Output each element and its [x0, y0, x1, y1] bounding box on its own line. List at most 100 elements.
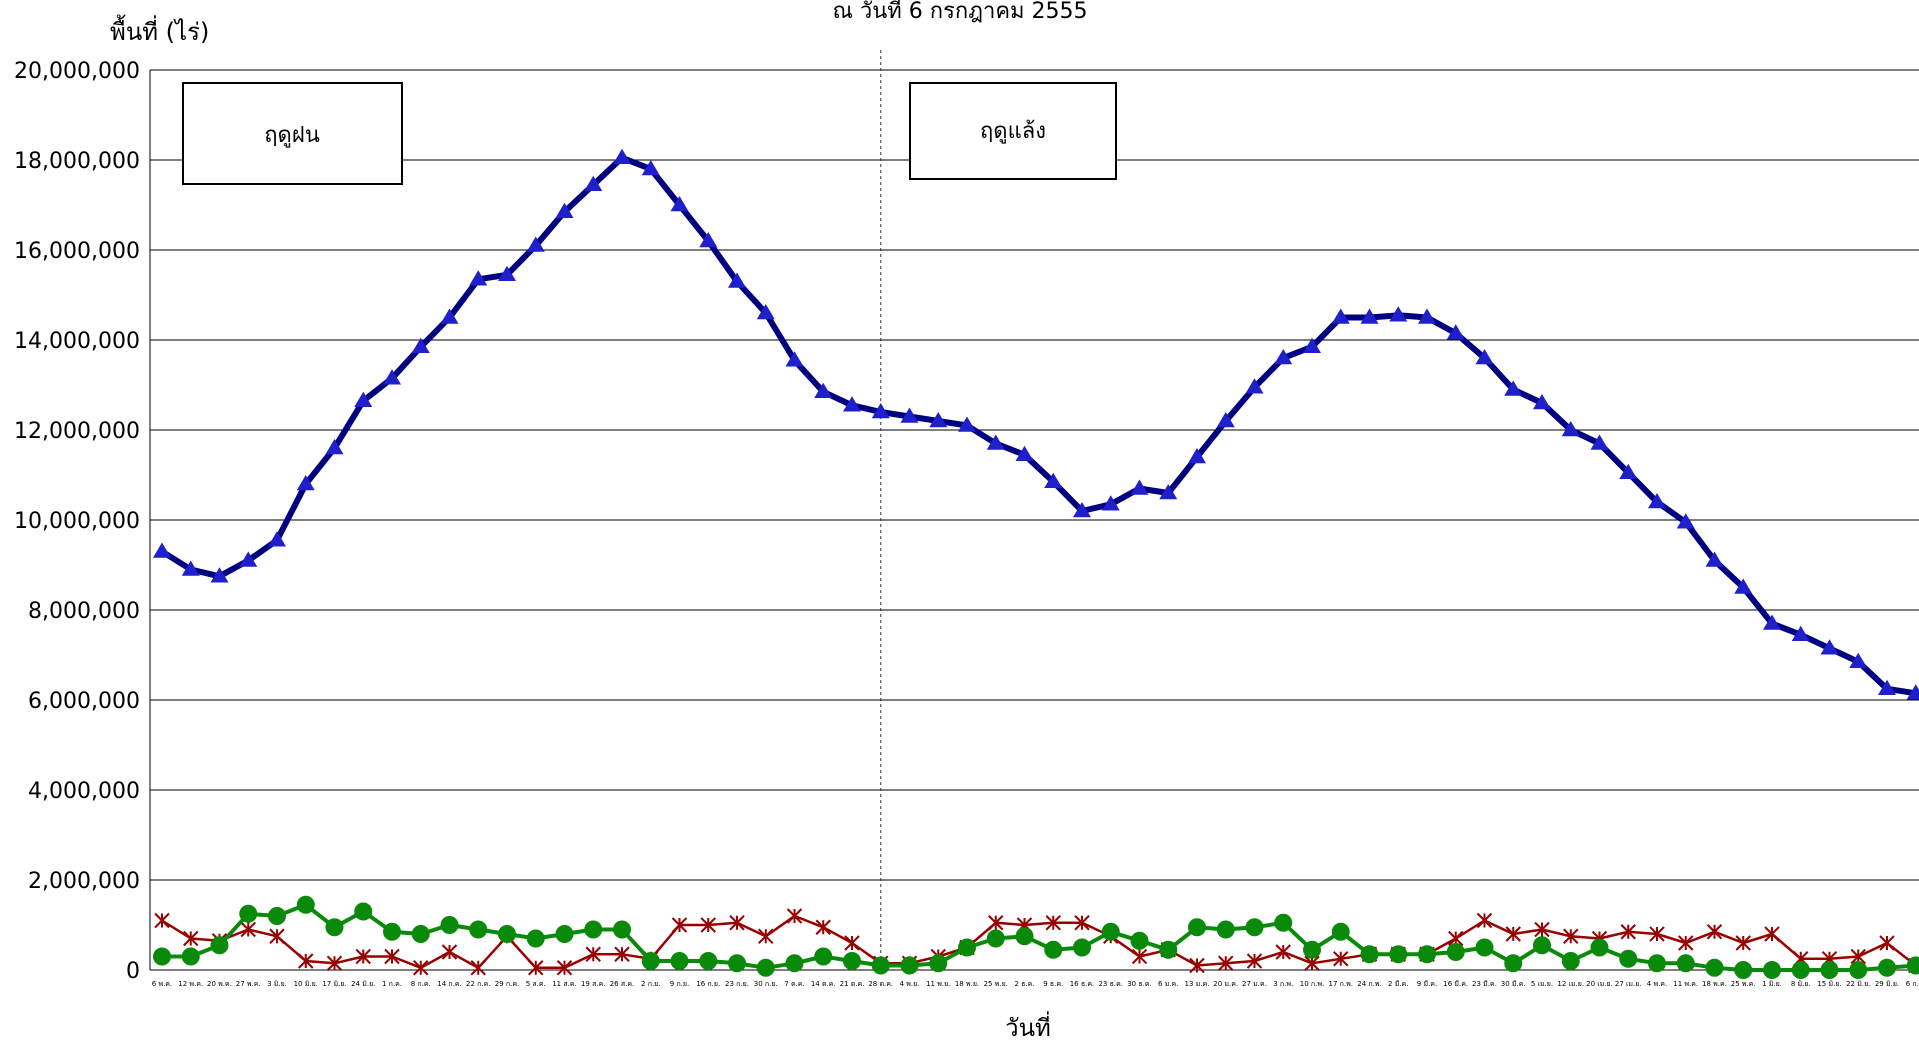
data-point	[355, 948, 371, 965]
data-point	[843, 952, 861, 970]
x-tick-label: 6 ก.ค.	[1906, 980, 1919, 988]
x-tick-label: 16 มี.ค.	[1443, 980, 1468, 988]
data-point	[1274, 349, 1293, 365]
data-point	[470, 960, 486, 976]
x-tick-label: 22 ก.ค.	[466, 980, 491, 988]
data-point	[900, 407, 919, 423]
data-point	[1735, 935, 1751, 951]
data-point	[154, 912, 170, 929]
data-point	[958, 938, 976, 957]
data-point	[1218, 955, 1234, 971]
data-point	[1360, 308, 1379, 324]
data-point	[1676, 954, 1695, 973]
data-point	[1504, 380, 1523, 396]
data-point	[1505, 926, 1521, 942]
x-tick-label: 10 ก.พ.	[1300, 980, 1324, 988]
data-point	[1389, 945, 1408, 964]
series-line	[160, 154, 1917, 697]
x-tick-label: 14 ก.ค.	[437, 980, 462, 988]
data-point	[1849, 652, 1868, 669]
x-tick-label: 4 พ.ค.	[1647, 980, 1667, 988]
y-axis-label: พื้นที่ (ไร่)	[110, 14, 209, 46]
data-point	[498, 925, 516, 943]
series-3	[153, 895, 1919, 979]
data-point	[929, 412, 948, 428]
data-point	[469, 270, 488, 286]
data-point	[1705, 958, 1724, 977]
y-tick-label: 0	[126, 959, 140, 984]
data-point	[584, 920, 603, 939]
data-point	[153, 947, 171, 966]
x-tick-label: 3 มิ.ย.	[267, 980, 287, 988]
data-point	[1619, 949, 1638, 968]
data-point	[325, 918, 344, 937]
data-point	[1734, 578, 1753, 594]
x-tick-label: 25 พ.ค.	[1731, 980, 1756, 988]
dry-season-label: ฤดูแล้ง	[980, 119, 1046, 144]
data-point	[958, 416, 976, 432]
data-point	[1648, 954, 1666, 973]
data-point	[239, 904, 258, 923]
x-tick-label: 27 พ.ค.	[236, 980, 261, 988]
x-tick-label: 27 เม.ย.	[1615, 980, 1642, 988]
data-point	[1820, 639, 1839, 655]
data-point	[814, 382, 833, 399]
x-tick-label: 5 ส.ค.	[526, 980, 546, 988]
data-point	[844, 935, 860, 951]
data-point	[1245, 918, 1264, 937]
data-point	[1763, 961, 1781, 979]
data-point	[758, 928, 774, 944]
x-tick-label: 9 ก.ย.	[670, 980, 689, 988]
data-point	[1705, 551, 1724, 567]
grid-lines	[150, 69, 1919, 971]
data-point	[1533, 936, 1551, 955]
y-tick-label: 10,000,000	[14, 509, 140, 534]
data-point	[1619, 463, 1638, 480]
data-point	[556, 960, 573, 976]
data-point	[1044, 940, 1063, 959]
data-point	[1275, 944, 1291, 960]
data-point	[1763, 614, 1781, 630]
y-tick-label: 6,000,000	[28, 689, 140, 714]
x-tick-label: 11 พ.ย.	[926, 980, 950, 988]
rainy-season-label: ฤดูฝน	[264, 123, 320, 148]
data-point	[1045, 915, 1061, 931]
y-tick-label: 18,000,000	[14, 149, 140, 174]
data-point	[786, 908, 803, 924]
data-point	[699, 952, 718, 970]
data-point	[1333, 951, 1349, 967]
data-point	[1620, 924, 1636, 940]
x-tick-label: 3 ก.พ.	[1273, 980, 1293, 988]
data-point	[1331, 308, 1350, 324]
data-point	[1561, 421, 1580, 437]
data-point	[986, 929, 1005, 948]
data-point	[900, 956, 919, 975]
data-point	[1274, 913, 1293, 932]
data-point	[1015, 445, 1034, 462]
data-point	[1878, 679, 1896, 696]
data-point	[1130, 931, 1149, 950]
x-tick-label: 6 พ.ค.	[152, 980, 172, 988]
data-point	[1159, 484, 1178, 500]
data-point	[1764, 926, 1780, 942]
data-point	[469, 920, 488, 939]
data-point	[1561, 952, 1580, 970]
data-point	[1563, 928, 1579, 944]
data-point	[614, 946, 630, 962]
data-point	[1389, 306, 1408, 322]
data-point	[699, 232, 718, 248]
x-tick-label: 26 ส.ค.	[610, 980, 635, 988]
x-tick-label: 20 ม.ค.	[1213, 980, 1238, 988]
series-1	[153, 148, 1919, 700]
y-tick-label: 20,000,000	[14, 59, 140, 84]
x-tick-label: 30 ก.ย.	[754, 980, 778, 988]
data-point	[183, 930, 199, 947]
data-point	[384, 948, 400, 965]
x-tick-label: 4 พ.ย.	[900, 980, 920, 988]
data-point	[785, 351, 804, 367]
data-point	[325, 439, 344, 455]
data-point	[240, 921, 256, 938]
data-point	[1649, 926, 1665, 942]
data-point	[411, 337, 430, 354]
